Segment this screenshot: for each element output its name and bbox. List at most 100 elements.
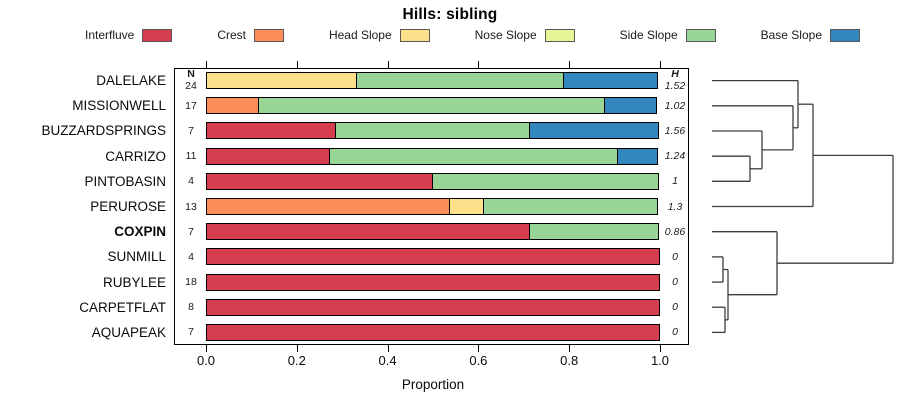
bar-segment-interfluve (206, 248, 660, 266)
row-label-missionwell: MISSIONWELL (72, 98, 166, 114)
row-label-carpetflat: CARPETFLAT (79, 299, 166, 315)
bar-segment-crest (206, 198, 450, 215)
row-label-aquapeak: AQUAPEAK (91, 324, 166, 340)
row-label-perurose: PERUROSE (90, 199, 166, 214)
legend-label: Side Slope (619, 28, 678, 42)
h-value-buzzardsprings: 1.56 (664, 124, 686, 137)
n-value-missionwell: 17 (185, 99, 197, 112)
n-value-aquapeak: 7 (188, 326, 194, 339)
legend: Interfluve Crest Head Slope Nose Slope Side … (85, 27, 860, 43)
h-value-aquapeak: 0 (672, 326, 678, 339)
h-value-carrizo: 1.24 (664, 150, 686, 163)
legend-label: Nose Slope (474, 28, 537, 42)
bar-segment-interfluve (206, 122, 336, 140)
bar-missionwell (206, 97, 657, 115)
x-tick-top (387, 61, 389, 68)
bar-segment-side-slope (432, 172, 659, 190)
x-tick-label: 0.2 (287, 353, 306, 368)
bar-segment-side-slope (356, 72, 564, 90)
legend-item-head-slope: Head Slope (329, 28, 430, 42)
bar-pintobasin (206, 172, 659, 190)
n-value: 24 (185, 79, 197, 92)
bar-segment-base-slope (604, 97, 657, 115)
bar-perurose (206, 198, 658, 215)
bar-segment-interfluve (206, 147, 330, 165)
h-value-perurose: 1.3 (667, 200, 683, 213)
n-value-rubylee: 18 (185, 276, 197, 289)
bar-segment-interfluve (206, 223, 530, 241)
legend-label: Base Slope (760, 28, 822, 42)
h-value-carpetflat: 0 (672, 301, 678, 314)
h-value-pintobasin: 1 (672, 175, 678, 188)
n-value-carpetflat: 8 (188, 301, 194, 314)
bar-segment-side-slope (529, 223, 659, 241)
row-label-pintobasin: PINTOBASIN (84, 173, 166, 189)
h-value-rubylee: 0 (672, 276, 678, 289)
n-value-buzzardsprings: 7 (188, 124, 194, 137)
bar-segment-base-slope (563, 72, 658, 90)
x-tick-bottom (569, 345, 571, 352)
bar-segment-side-slope (329, 147, 618, 165)
bar-dalelake (206, 72, 658, 90)
n-column-header: N (187, 67, 195, 80)
h-value-sunmill: 0 (672, 250, 678, 263)
x-tick-label: 1.0 (650, 353, 670, 368)
h-value-missionwell: 1.02 (664, 99, 686, 112)
bar-segment-head-slope (449, 198, 484, 215)
legend-swatch (685, 28, 716, 42)
legend-swatch (544, 28, 575, 42)
x-tick-top (478, 61, 480, 68)
n-value-perurose: 13 (185, 200, 197, 213)
x-tick-top (206, 61, 207, 68)
h-value: 1.52 (664, 79, 686, 92)
bar-rubylee (206, 273, 660, 291)
bar-carpetflat (206, 298, 660, 316)
row-label-coxpin: COXPIN (114, 224, 166, 240)
n-value-sunmill: 4 (188, 250, 194, 263)
x-tick-bottom (206, 345, 207, 352)
x-tick-bottom (387, 345, 389, 352)
x-tick-bottom (660, 345, 661, 352)
x-tick-top (660, 61, 661, 68)
legend-label: Crest (217, 28, 246, 42)
legend-item-base-slope: Base Slope (761, 28, 860, 42)
row-label-sunmill: SUNMILL (107, 249, 166, 265)
row-label-carrizo: CARRIZO (105, 148, 166, 164)
n-value-carrizo: 11 (185, 150, 197, 163)
bar-coxpin (206, 223, 659, 241)
bar-segment-base-slope (617, 147, 658, 165)
n-value-dalelake: N 24 (177, 68, 205, 92)
row-label-buzzardsprings: BUZZARDSPRINGS (41, 123, 166, 139)
row-label-rubylee: RUBYLEE (102, 274, 166, 290)
bar-segment-crest (206, 97, 259, 115)
h-value-dalelake: H 1.52 (661, 68, 689, 92)
n-value-pintobasin: 4 (188, 175, 194, 188)
x-tick-bottom (478, 345, 480, 352)
legend-label: Head Slope (328, 28, 392, 42)
bar-aquapeak (206, 323, 660, 341)
dendrogram (712, 79, 894, 334)
bar-segment-interfluve (206, 298, 660, 316)
h-column-header: H (671, 67, 679, 80)
legend-swatch (142, 28, 173, 42)
x-tick-bottom (296, 345, 298, 352)
bar-segment-interfluve (206, 273, 660, 291)
bar-segment-side-slope (483, 198, 658, 215)
legend-swatch (253, 28, 284, 42)
x-tick-label: 0.6 (469, 353, 488, 368)
legend-item-crest: Crest (217, 28, 284, 42)
x-tick-top (296, 61, 298, 68)
x-tick-label: 0.0 (196, 353, 216, 368)
legend-item-nose-slope: Nose Slope (475, 28, 575, 42)
n-value-coxpin: 7 (188, 225, 194, 238)
bar-segment-interfluve (206, 323, 660, 341)
bar-segment-head-slope (206, 72, 357, 90)
bar-segment-side-slope (335, 122, 530, 140)
x-axis-label: Proportion (401, 377, 465, 392)
bar-segment-base-slope (529, 122, 659, 140)
legend-swatch (830, 28, 860, 42)
bar-segment-interfluve (206, 172, 433, 190)
bar-buzzardsprings (206, 122, 659, 140)
bar-sunmill (206, 248, 660, 266)
